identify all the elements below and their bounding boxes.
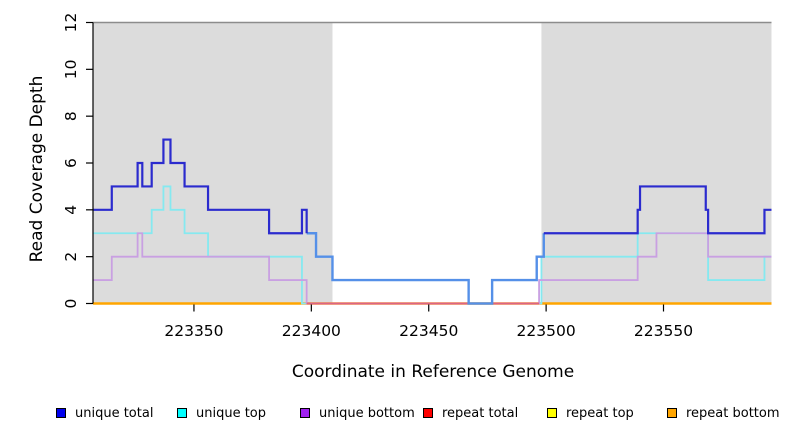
series-line-unique-bottom bbox=[93, 232, 772, 305]
legend-label: unique top bbox=[196, 405, 267, 421]
legend-item-repeat-top: repeat top bbox=[547, 403, 634, 423]
y-tick-label: 4 bbox=[62, 205, 80, 215]
legend-item-unique-top: unique top bbox=[177, 403, 266, 423]
y-tick-label: 0 bbox=[62, 299, 80, 309]
legend: unique total unique top unique bottom repea… bbox=[0, 396, 792, 432]
legend-swatch-unique-bottom bbox=[300, 408, 310, 418]
x-tick-label: 223350 bbox=[164, 322, 223, 340]
legend-item-unique-bottom: unique bottom bbox=[300, 403, 415, 423]
series-line-unique-total-center-segment- bbox=[306, 232, 545, 305]
legend-swatch-unique-total bbox=[56, 408, 66, 418]
legend-swatch-repeat-bottom bbox=[667, 408, 677, 418]
y-tick-label: 10 bbox=[62, 59, 80, 79]
legend-label: repeat total bbox=[442, 405, 519, 421]
x-tick-label: 223450 bbox=[399, 322, 458, 340]
series-line-unique-total-left-segment- bbox=[93, 138, 308, 235]
legend-swatch-repeat-top bbox=[547, 408, 557, 418]
x-axis-title: Coordinate in Reference Genome bbox=[292, 362, 574, 382]
coverage-chart-svg: 0 2 4 6 8 10 12 223350 223400 223450 223500 223550 C… bbox=[27, 13, 772, 382]
series-line-unique-total-right-segment- bbox=[543, 185, 772, 235]
legend-item-repeat-total: repeat total bbox=[423, 403, 518, 423]
y-tick-label: 6 bbox=[62, 158, 80, 168]
y-tick-label: 2 bbox=[62, 252, 80, 262]
x-tick-label: 223400 bbox=[282, 322, 341, 340]
legend-item-repeat-bottom: repeat bottom bbox=[667, 403, 780, 423]
legend-swatch-unique-top bbox=[177, 408, 187, 418]
shaded-region-0 bbox=[93, 22, 333, 304]
legend-label: unique total bbox=[75, 405, 154, 421]
legend-label: repeat bottom bbox=[686, 405, 780, 421]
y-tick-label: 8 bbox=[62, 111, 80, 121]
shaded-region-1 bbox=[541, 22, 772, 304]
legend-label: repeat top bbox=[566, 405, 634, 421]
x-tick-label: 223500 bbox=[517, 322, 576, 340]
y-tick-label: 12 bbox=[62, 13, 80, 33]
legend-swatch-repeat-total bbox=[423, 408, 433, 418]
legend-item-unique-total: unique total bbox=[56, 403, 153, 423]
x-tick-label: 223550 bbox=[634, 322, 693, 340]
y-axis-title: Read Coverage Depth bbox=[27, 76, 47, 263]
legend-label: unique bottom bbox=[319, 405, 415, 421]
